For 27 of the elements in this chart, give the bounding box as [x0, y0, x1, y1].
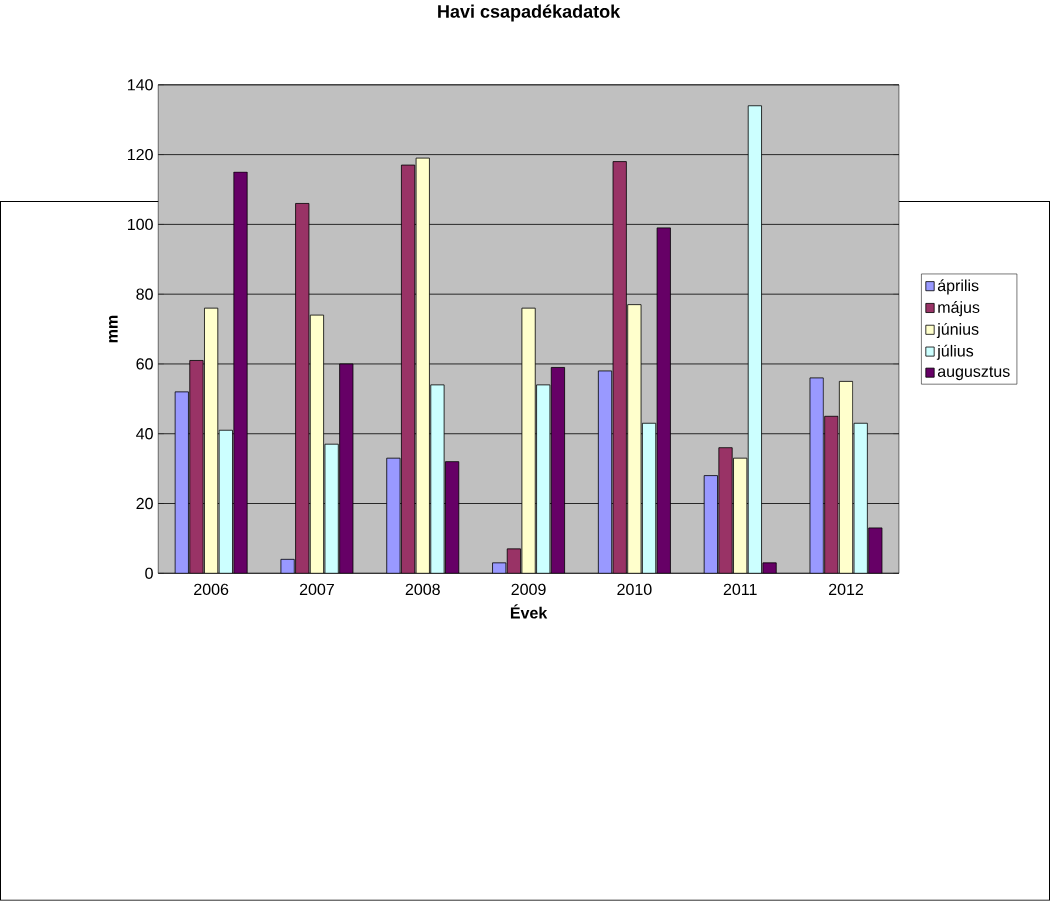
- x-tick-label: 2007: [299, 583, 334, 596]
- y-tick-label: 40: [136, 428, 153, 440]
- y-tick-label: 120: [128, 149, 153, 161]
- legend-label: május: [938, 301, 980, 317]
- y-tick-label: 100: [128, 218, 153, 231]
- legend-label: június: [936, 323, 979, 339]
- y-tick-label: 60: [136, 358, 153, 370]
- y-tick-label: 20: [136, 497, 153, 510]
- y-tick-label: 140: [128, 79, 153, 91]
- x-tick-label: 2011: [723, 583, 757, 596]
- x-tick-label: 2009: [511, 583, 546, 596]
- x-tick-label: 2010: [617, 583, 652, 596]
- y-tick-label: 0: [145, 567, 153, 580]
- legend-label: július: [936, 344, 974, 360]
- bar: [204, 307, 219, 574]
- legend-label: augusztus: [937, 366, 1010, 381]
- bar: [627, 304, 642, 574]
- chart-title: Havi csapadékadatok: [438, 4, 621, 22]
- bar: [309, 314, 325, 574]
- x-axis-title: Évek: [510, 604, 548, 619]
- x-tick-label: 2012: [829, 583, 864, 596]
- legend-label: április: [937, 279, 979, 295]
- x-tick-label: 2008: [405, 583, 440, 596]
- bar: [415, 157, 430, 574]
- y-tick-label: 80: [136, 288, 153, 300]
- x-tick-label: 2006: [194, 583, 229, 596]
- y-axis-title: mm: [109, 315, 118, 343]
